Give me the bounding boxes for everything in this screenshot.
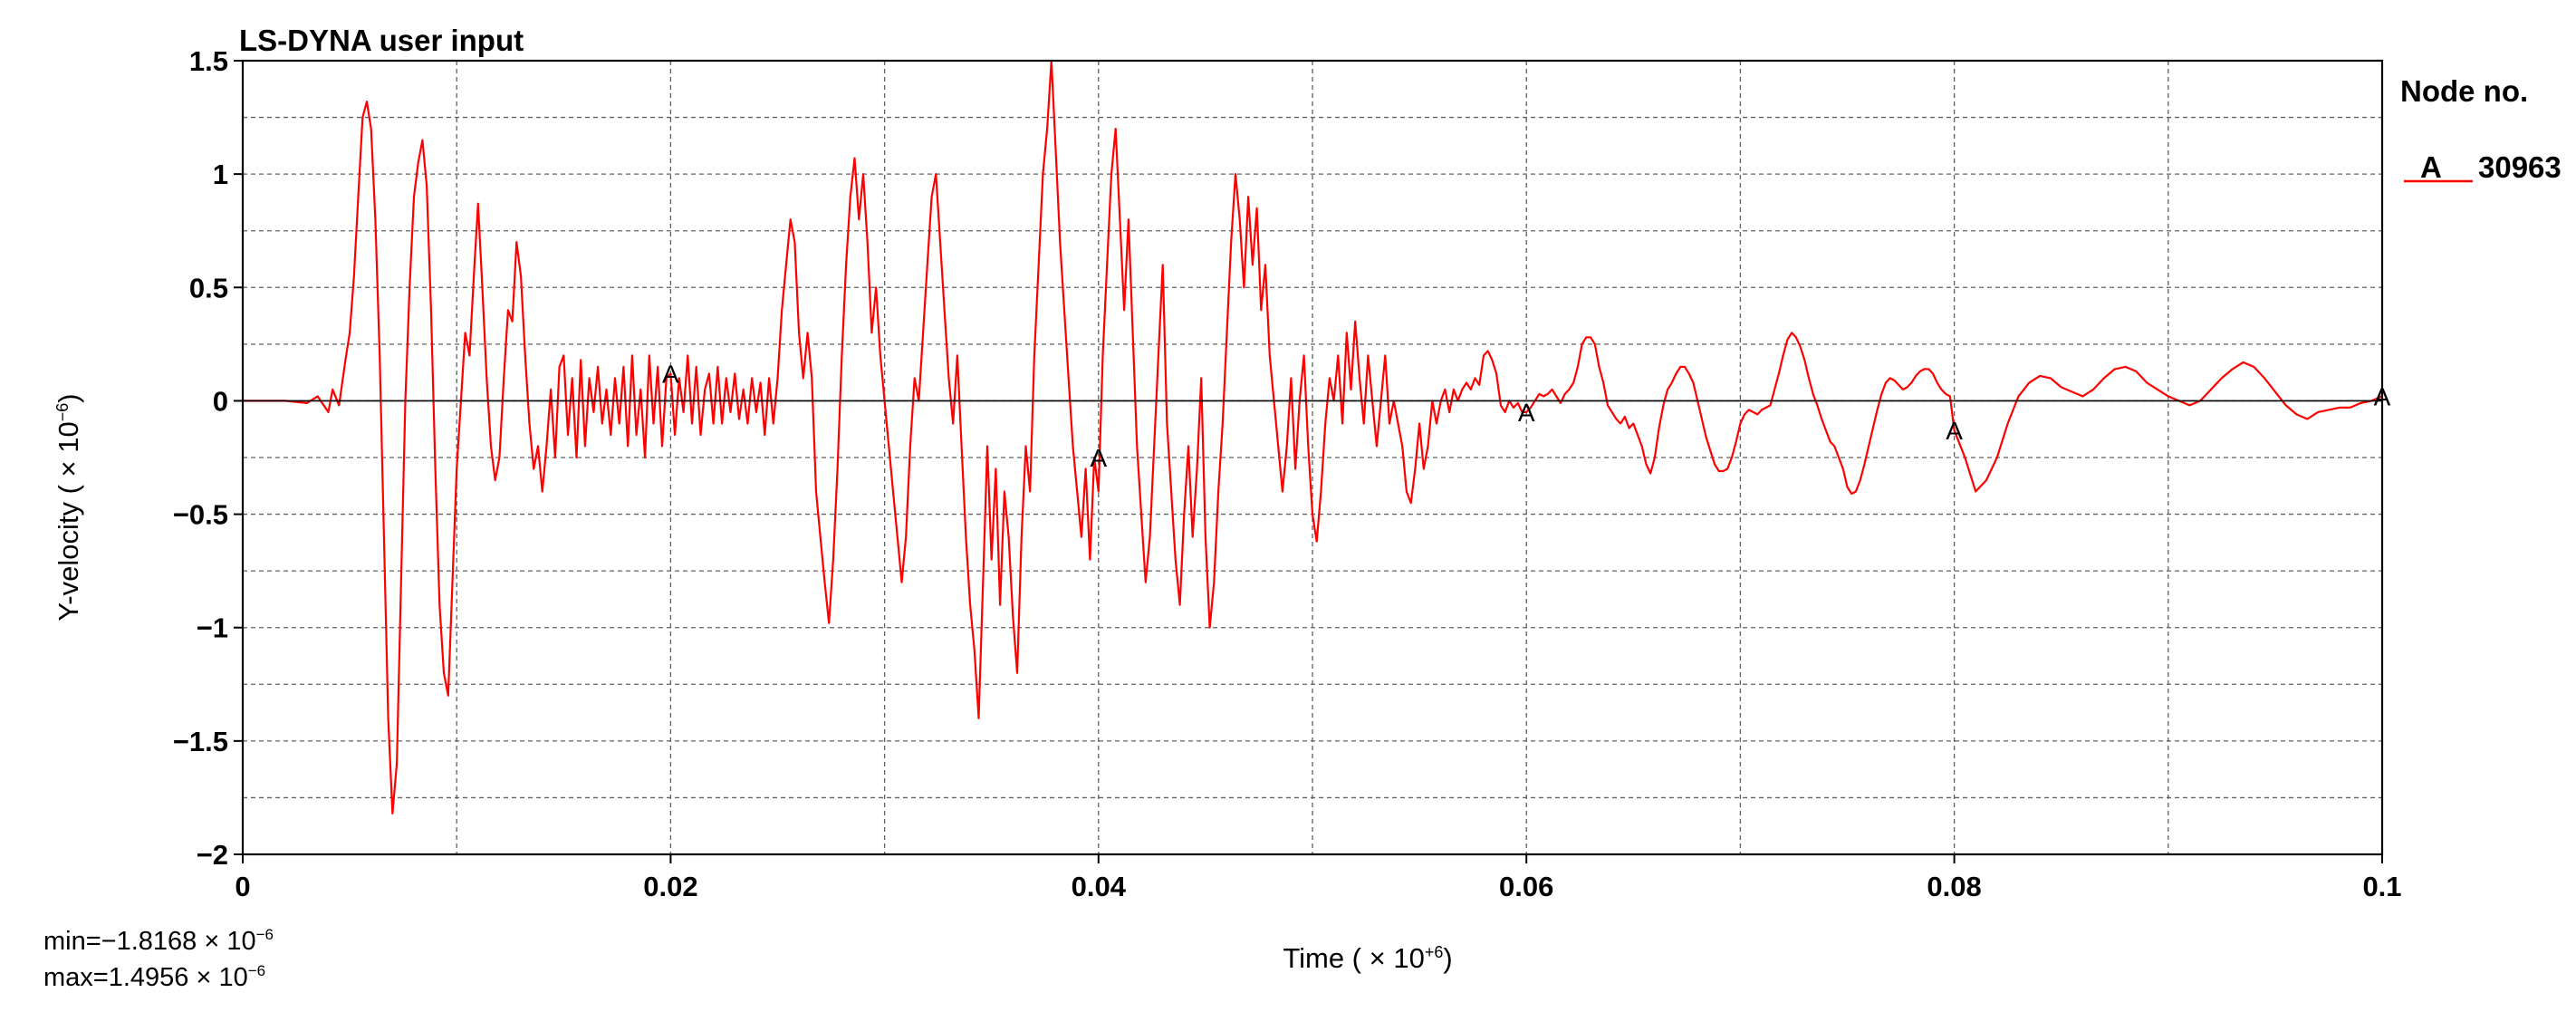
grid-lines bbox=[243, 61, 2382, 854]
min-readout: min=−1.8168 × 10−6 bbox=[43, 926, 274, 956]
y-tick-label: 1.5 bbox=[189, 45, 228, 77]
x-tick-label: 0.02 bbox=[643, 871, 697, 902]
y-tick-label: −2 bbox=[197, 839, 228, 871]
series-markers: A A A A A bbox=[662, 360, 2391, 472]
series-marker-label: A bbox=[662, 360, 679, 388]
max-readout: max=1.4956 × 10−6 bbox=[43, 962, 266, 992]
x-tick-label: 0.08 bbox=[1927, 871, 1981, 902]
plot-frame bbox=[241, 59, 2384, 856]
chart-title: LS-DYNA user input bbox=[239, 24, 524, 57]
x-tick-labels: 0 0.02 0.04 0.06 0.08 0.1 bbox=[235, 854, 2402, 902]
y-tick-label: −1 bbox=[197, 612, 228, 644]
y-axis-label: Y-velocity ( × 10−6) bbox=[53, 393, 84, 621]
y-tick-label: 0.5 bbox=[189, 272, 228, 304]
y-tick-label: −1.5 bbox=[173, 726, 228, 757]
plot-border bbox=[241, 59, 2384, 856]
series-marker-label: A bbox=[1090, 444, 1107, 472]
y-tick-label: 1 bbox=[213, 159, 228, 190]
legend: Node no. A 30963 bbox=[2400, 74, 2562, 184]
y-tick-label: −0.5 bbox=[173, 499, 228, 531]
legend-entry-label: 30963 bbox=[2478, 150, 2562, 184]
legend-marker: A bbox=[2420, 150, 2442, 184]
x-tick-label: 0.04 bbox=[1072, 871, 1127, 902]
y-tick-label: 0 bbox=[213, 385, 228, 417]
x-tick-label: 0 bbox=[235, 871, 250, 902]
series-marker-label: A bbox=[2374, 382, 2391, 410]
series-marker-label: A bbox=[1946, 417, 1963, 445]
legend-title: Node no. bbox=[2400, 74, 2528, 108]
x-tick-label: 0.06 bbox=[1499, 871, 1553, 902]
x-tick-label: 0.1 bbox=[2362, 871, 2401, 902]
x-axis-label: Time ( × 10+6) bbox=[1283, 942, 1452, 974]
y-tick-labels: −2 −1.5 −1 −0.5 0 0.5 1 1.5 bbox=[173, 45, 243, 871]
series-marker-label: A bbox=[1518, 399, 1535, 427]
